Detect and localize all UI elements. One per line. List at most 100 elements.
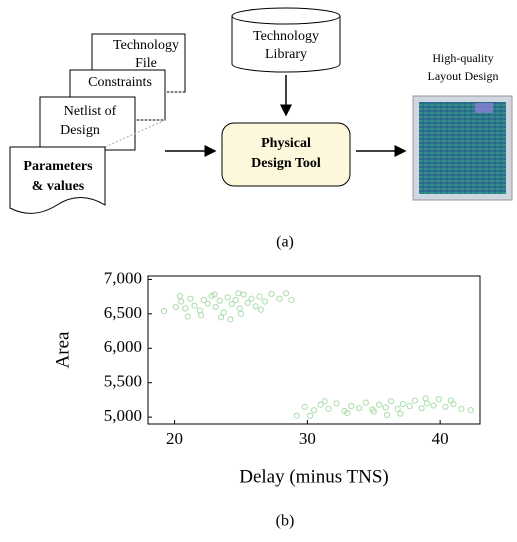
point xyxy=(176,292,183,300)
doc-label: Parameters xyxy=(23,159,93,174)
point xyxy=(217,314,225,321)
layout-image xyxy=(419,102,506,194)
doc-label: Technology xyxy=(113,38,179,53)
y-tick-label: 6,500 xyxy=(104,303,142,322)
point xyxy=(293,412,300,419)
point xyxy=(220,309,227,316)
point xyxy=(467,407,474,414)
doc-label: Netlist of xyxy=(64,104,117,119)
point xyxy=(252,303,259,310)
point xyxy=(244,299,251,306)
doc-label: File xyxy=(135,56,157,71)
point xyxy=(268,290,275,297)
y-tick-label: 7,000 xyxy=(104,268,142,287)
point xyxy=(236,305,243,312)
library-cylinder xyxy=(231,16,341,73)
point xyxy=(321,398,328,405)
point xyxy=(227,316,234,323)
point xyxy=(235,290,242,297)
point xyxy=(198,312,205,319)
point xyxy=(212,303,219,311)
point xyxy=(257,306,264,313)
point xyxy=(333,400,340,407)
caption: (b) xyxy=(276,513,295,530)
doc-label: Constraints xyxy=(88,75,152,90)
point xyxy=(248,295,255,302)
point xyxy=(178,298,185,305)
point xyxy=(160,308,168,315)
point xyxy=(348,403,355,410)
point xyxy=(382,404,389,411)
plot-frame xyxy=(147,275,481,425)
point xyxy=(422,395,429,402)
point xyxy=(224,294,231,301)
library-label: Library xyxy=(265,47,307,62)
doc-label: Design xyxy=(60,123,100,138)
point xyxy=(447,397,454,404)
point xyxy=(182,305,189,312)
point xyxy=(187,295,194,302)
library-label: Technology xyxy=(253,29,319,44)
point xyxy=(418,405,425,412)
point xyxy=(276,295,283,302)
x-tick-label: 40 xyxy=(432,429,449,448)
point xyxy=(362,399,369,406)
point xyxy=(356,405,363,412)
point xyxy=(375,401,383,408)
y-tick-label: 5,000 xyxy=(104,406,142,425)
point xyxy=(191,302,198,309)
point xyxy=(306,412,314,419)
connector xyxy=(104,119,166,148)
point xyxy=(370,408,377,415)
point xyxy=(325,405,332,412)
point xyxy=(240,291,247,298)
point xyxy=(458,405,465,412)
tool-box xyxy=(221,122,351,187)
point xyxy=(184,313,191,320)
point xyxy=(261,298,268,305)
point xyxy=(204,300,211,307)
point xyxy=(383,411,391,419)
point xyxy=(310,407,318,414)
x-tick-label: 30 xyxy=(299,429,316,448)
output-label: High-quality xyxy=(432,51,493,65)
point xyxy=(394,405,401,412)
point xyxy=(172,303,179,311)
point xyxy=(237,310,245,317)
tool-label: Design Tool xyxy=(251,156,321,171)
y-axis-label: Area xyxy=(52,331,73,368)
point xyxy=(397,410,404,417)
point xyxy=(211,291,218,298)
point xyxy=(228,301,235,308)
caption: (a) xyxy=(276,234,294,251)
point xyxy=(406,403,413,410)
point xyxy=(232,296,239,304)
point xyxy=(317,401,324,408)
point xyxy=(256,293,263,300)
point xyxy=(399,400,407,408)
point xyxy=(387,398,395,405)
tool-label: Physical xyxy=(261,136,311,151)
point xyxy=(301,403,308,410)
output-label: Layout Design xyxy=(428,69,499,83)
diagram: Technology File Constraints Netlist of D… xyxy=(9,7,513,251)
point xyxy=(450,400,457,408)
x-axis-label: Delay (minus TNS) xyxy=(239,466,389,487)
point xyxy=(344,409,351,417)
point xyxy=(200,296,207,304)
y-tick-label: 5,500 xyxy=(104,372,142,391)
point xyxy=(442,403,449,410)
point xyxy=(435,396,442,403)
x-tick-label: 20 xyxy=(166,429,183,448)
layout-block xyxy=(475,103,493,113)
point xyxy=(288,296,295,304)
scatter-chart: 20 30 40 5,000 5,500 6,000 6,500 7,000 Delay (mi… xyxy=(52,268,481,530)
doc-label: & values xyxy=(32,179,85,194)
point xyxy=(411,397,419,404)
point xyxy=(283,290,290,297)
point xyxy=(430,402,437,409)
y-tick-label: 6,000 xyxy=(104,337,142,356)
doc-parameters xyxy=(9,146,106,214)
point xyxy=(216,297,223,304)
